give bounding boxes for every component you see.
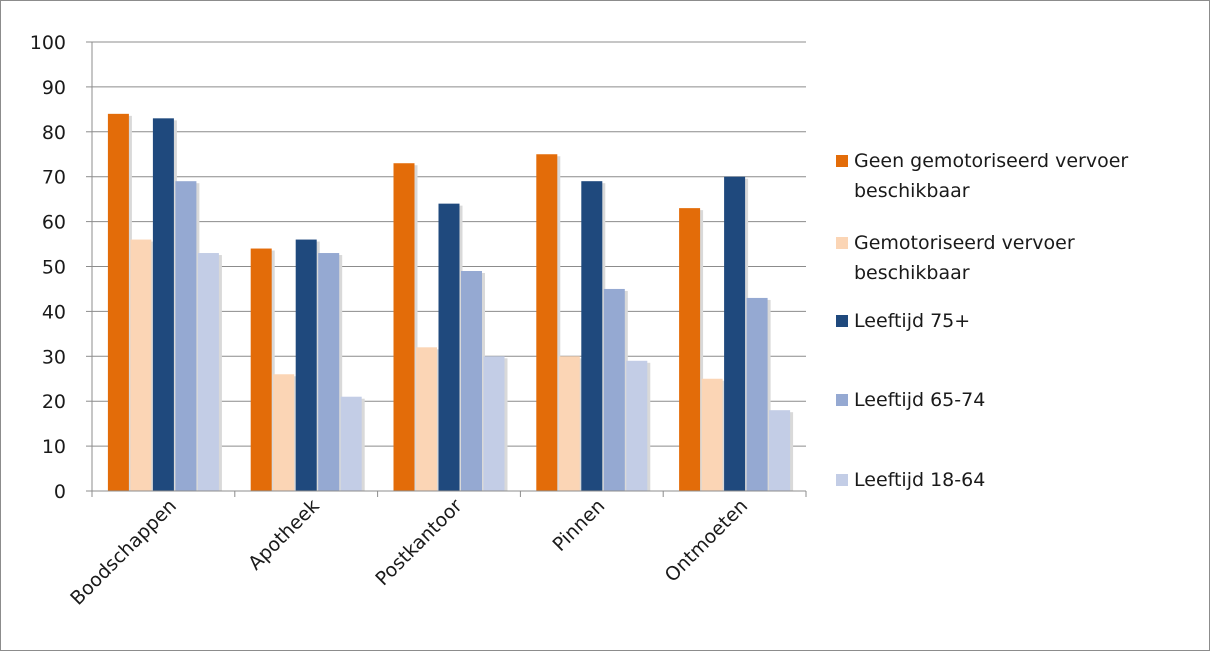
x-tick-label: Postkantoor bbox=[371, 495, 466, 590]
bar bbox=[558, 356, 580, 491]
legend-label: Gemotoriseerd vervoer beschikbaar bbox=[854, 232, 1075, 284]
legend-item: Leeftijd 18-64 bbox=[836, 465, 1206, 495]
x-tick-label: Boodschappen bbox=[66, 495, 181, 610]
y-tick-label: 50 bbox=[42, 257, 66, 279]
bar bbox=[536, 154, 558, 491]
bar bbox=[175, 181, 197, 491]
bar bbox=[724, 176, 746, 491]
legend-swatch bbox=[836, 474, 848, 486]
bar bbox=[152, 118, 174, 491]
y-tick-label: 10 bbox=[42, 436, 66, 458]
bar bbox=[603, 288, 625, 491]
y-axis-ticks: 0 10 20 30 40 50 60 70 80 90 100 bbox=[30, 32, 92, 503]
legend-item: Gemotoriseerd vervoer beschikbaar bbox=[836, 228, 1206, 288]
y-tick-label: 90 bbox=[42, 77, 66, 99]
y-tick-label: 60 bbox=[42, 212, 66, 234]
bar bbox=[130, 239, 152, 491]
bar bbox=[340, 396, 362, 491]
y-tick-label: 100 bbox=[30, 32, 66, 54]
bar bbox=[483, 356, 505, 491]
bar bbox=[416, 347, 437, 491]
bars bbox=[107, 113, 794, 492]
y-tick-label: 0 bbox=[54, 481, 66, 503]
legend-label: Geen gemotoriseerd vervoer beschikbaar bbox=[854, 150, 1129, 202]
legend-label: Leeftijd 75+ bbox=[854, 310, 971, 332]
bar bbox=[701, 378, 723, 491]
bar bbox=[107, 113, 129, 491]
bar bbox=[393, 163, 415, 492]
bar bbox=[461, 270, 482, 491]
x-axis-labels: Boodschappen Apotheek Postkantoor Pinnen Ont… bbox=[66, 495, 752, 610]
y-tick-label: 30 bbox=[42, 346, 66, 368]
x-tick-label: Pinnen bbox=[548, 495, 609, 556]
legend-label: Leeftijd 18-64 bbox=[854, 469, 986, 491]
y-tick-label: 70 bbox=[42, 167, 66, 189]
x-tick-label: Apotheek bbox=[244, 495, 324, 575]
x-tick-label: Ontmoeten bbox=[661, 495, 753, 587]
bar bbox=[438, 203, 460, 491]
legend-swatch bbox=[836, 315, 848, 327]
bar bbox=[250, 248, 272, 491]
bar bbox=[679, 208, 701, 491]
bar bbox=[626, 360, 648, 491]
y-tick-label: 40 bbox=[42, 301, 66, 323]
bar bbox=[197, 253, 219, 491]
legend: Geen gemotoriseerd vervoer beschikbaar Ge… bbox=[836, 0, 1206, 653]
legend-label: Leeftijd 65-74 bbox=[854, 389, 986, 411]
legend-item: Leeftijd 65-74 bbox=[836, 385, 1206, 415]
legend-swatch bbox=[836, 237, 848, 249]
bar bbox=[581, 181, 603, 491]
y-tick-label: 80 bbox=[42, 122, 66, 144]
bar bbox=[769, 410, 791, 491]
bar bbox=[295, 239, 317, 491]
bar bbox=[746, 297, 768, 491]
legend-swatch bbox=[836, 155, 848, 167]
bar bbox=[273, 374, 295, 491]
y-tick-label: 20 bbox=[42, 391, 66, 413]
bar bbox=[318, 253, 340, 491]
legend-item: Leeftijd 75+ bbox=[836, 306, 1206, 336]
axes bbox=[91, 42, 807, 497]
legend-swatch bbox=[836, 394, 848, 406]
legend-item: Geen gemotoriseerd vervoer beschikbaar bbox=[836, 146, 1206, 206]
